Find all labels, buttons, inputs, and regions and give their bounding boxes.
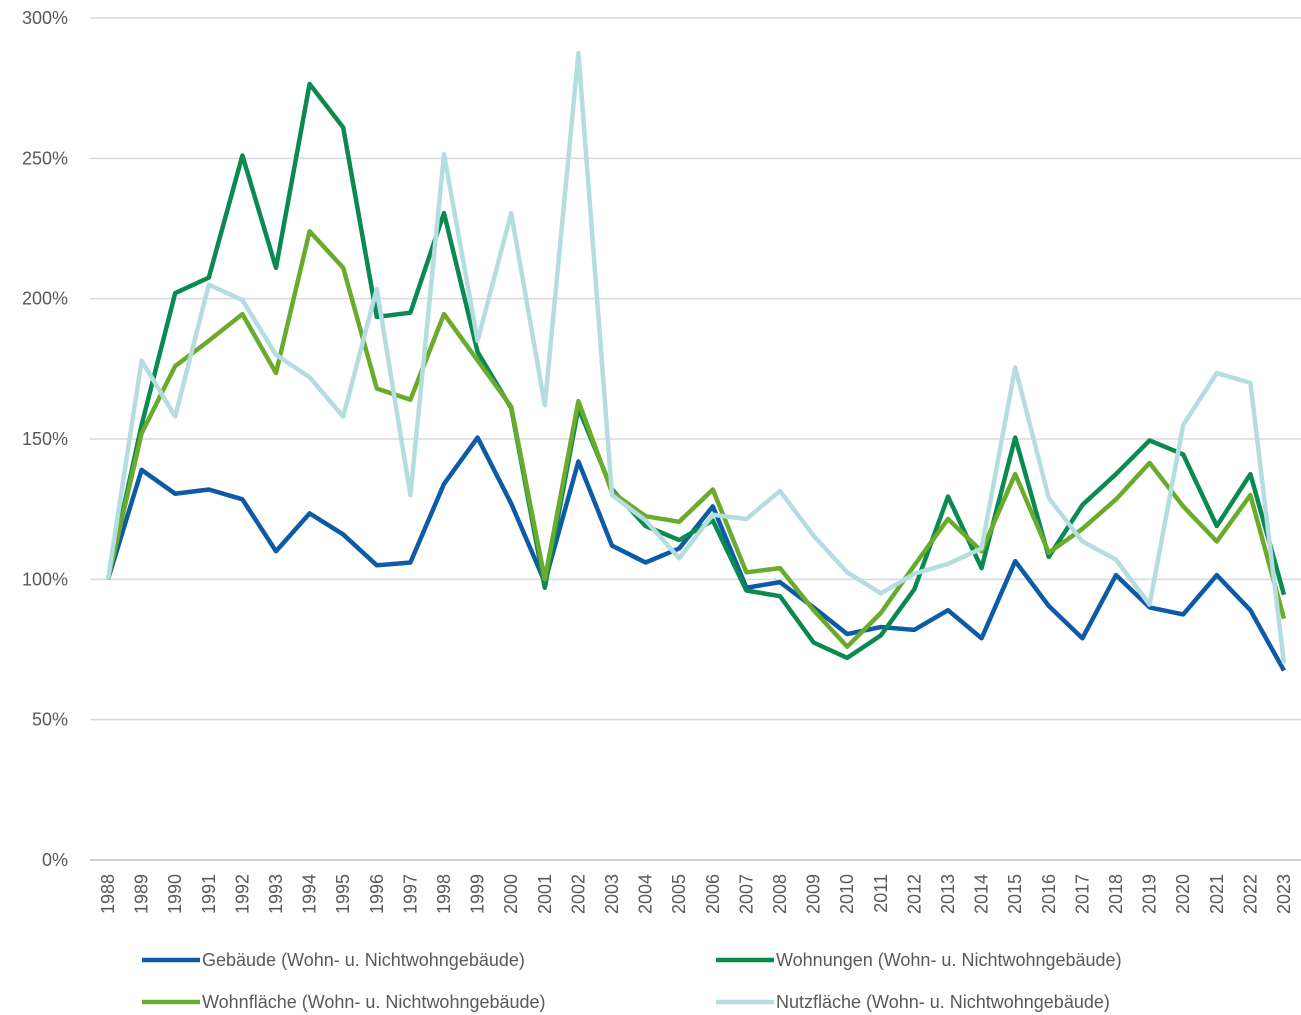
x-tick-label: 2022	[1240, 874, 1260, 914]
x-tick-label: 2002	[568, 874, 588, 914]
x-tick-label: 1988	[98, 874, 118, 914]
x-tick-label: 2021	[1207, 874, 1227, 914]
x-tick-label: 2011	[871, 874, 891, 913]
x-tick-label: 2012	[904, 874, 924, 914]
x-tick-label: 2004	[636, 874, 656, 914]
legend-label: Gebäude (Wohn- u. Nichtwohngebäude)	[202, 950, 525, 970]
x-tick-label: 2017	[1072, 874, 1092, 914]
x-tick-label: 2005	[669, 874, 689, 914]
x-tick-label: 1991	[199, 874, 219, 914]
y-tick-label: 300%	[22, 8, 68, 28]
legend-label: Nutzfläche (Wohn- u. Nichtwohngebäude)	[776, 992, 1110, 1012]
y-tick-label: 250%	[22, 148, 68, 168]
x-tick-label: 2015	[1005, 874, 1025, 914]
x-tick-label: 2010	[837, 874, 857, 914]
x-tick-label: 2018	[1106, 874, 1126, 914]
y-tick-label: 200%	[22, 289, 68, 309]
x-tick-label: 2019	[1140, 874, 1160, 914]
x-tick-label: 2001	[535, 874, 555, 914]
x-tick-label: 2006	[703, 874, 723, 914]
x-tick-label: 1993	[266, 874, 286, 914]
x-tick-label: 2000	[501, 874, 521, 914]
y-tick-label: 0%	[42, 850, 68, 870]
series-line	[105, 50, 1287, 664]
x-tick-label: 2014	[972, 874, 992, 914]
x-tick-label: 2009	[804, 874, 824, 914]
y-tick-label: 50%	[32, 710, 68, 730]
x-tick-label: 1997	[400, 874, 420, 914]
x-tick-label: 1998	[434, 874, 454, 914]
x-tick-label: 1999	[468, 874, 488, 914]
x-tick-label: 1989	[132, 874, 152, 914]
x-tick-label: 2020	[1173, 874, 1193, 914]
x-tick-label: 2023	[1274, 874, 1294, 914]
series-line	[105, 81, 1287, 661]
x-tick-label: 1996	[367, 874, 387, 914]
series-line	[105, 435, 1286, 672]
legend-label: Wohnfläche (Wohn- u. Nichtwohngebäude)	[202, 992, 546, 1012]
y-tick-label: 100%	[22, 569, 68, 589]
x-tick-label: 1995	[333, 874, 353, 914]
x-tick-label: 1992	[232, 874, 252, 914]
series-line	[105, 229, 1287, 649]
x-tick-label: 2008	[770, 874, 790, 914]
x-tick-label: 2016	[1039, 874, 1059, 914]
legend-label: Wohnungen (Wohn- u. Nichtwohngebäude)	[776, 950, 1122, 970]
x-tick-label: 2013	[938, 874, 958, 914]
x-tick-label: 1994	[300, 874, 320, 914]
x-tick-label: 2007	[736, 874, 756, 914]
x-tick-label: 1990	[165, 874, 185, 914]
x-tick-label: 2003	[602, 874, 622, 914]
y-tick-label: 150%	[22, 429, 68, 449]
